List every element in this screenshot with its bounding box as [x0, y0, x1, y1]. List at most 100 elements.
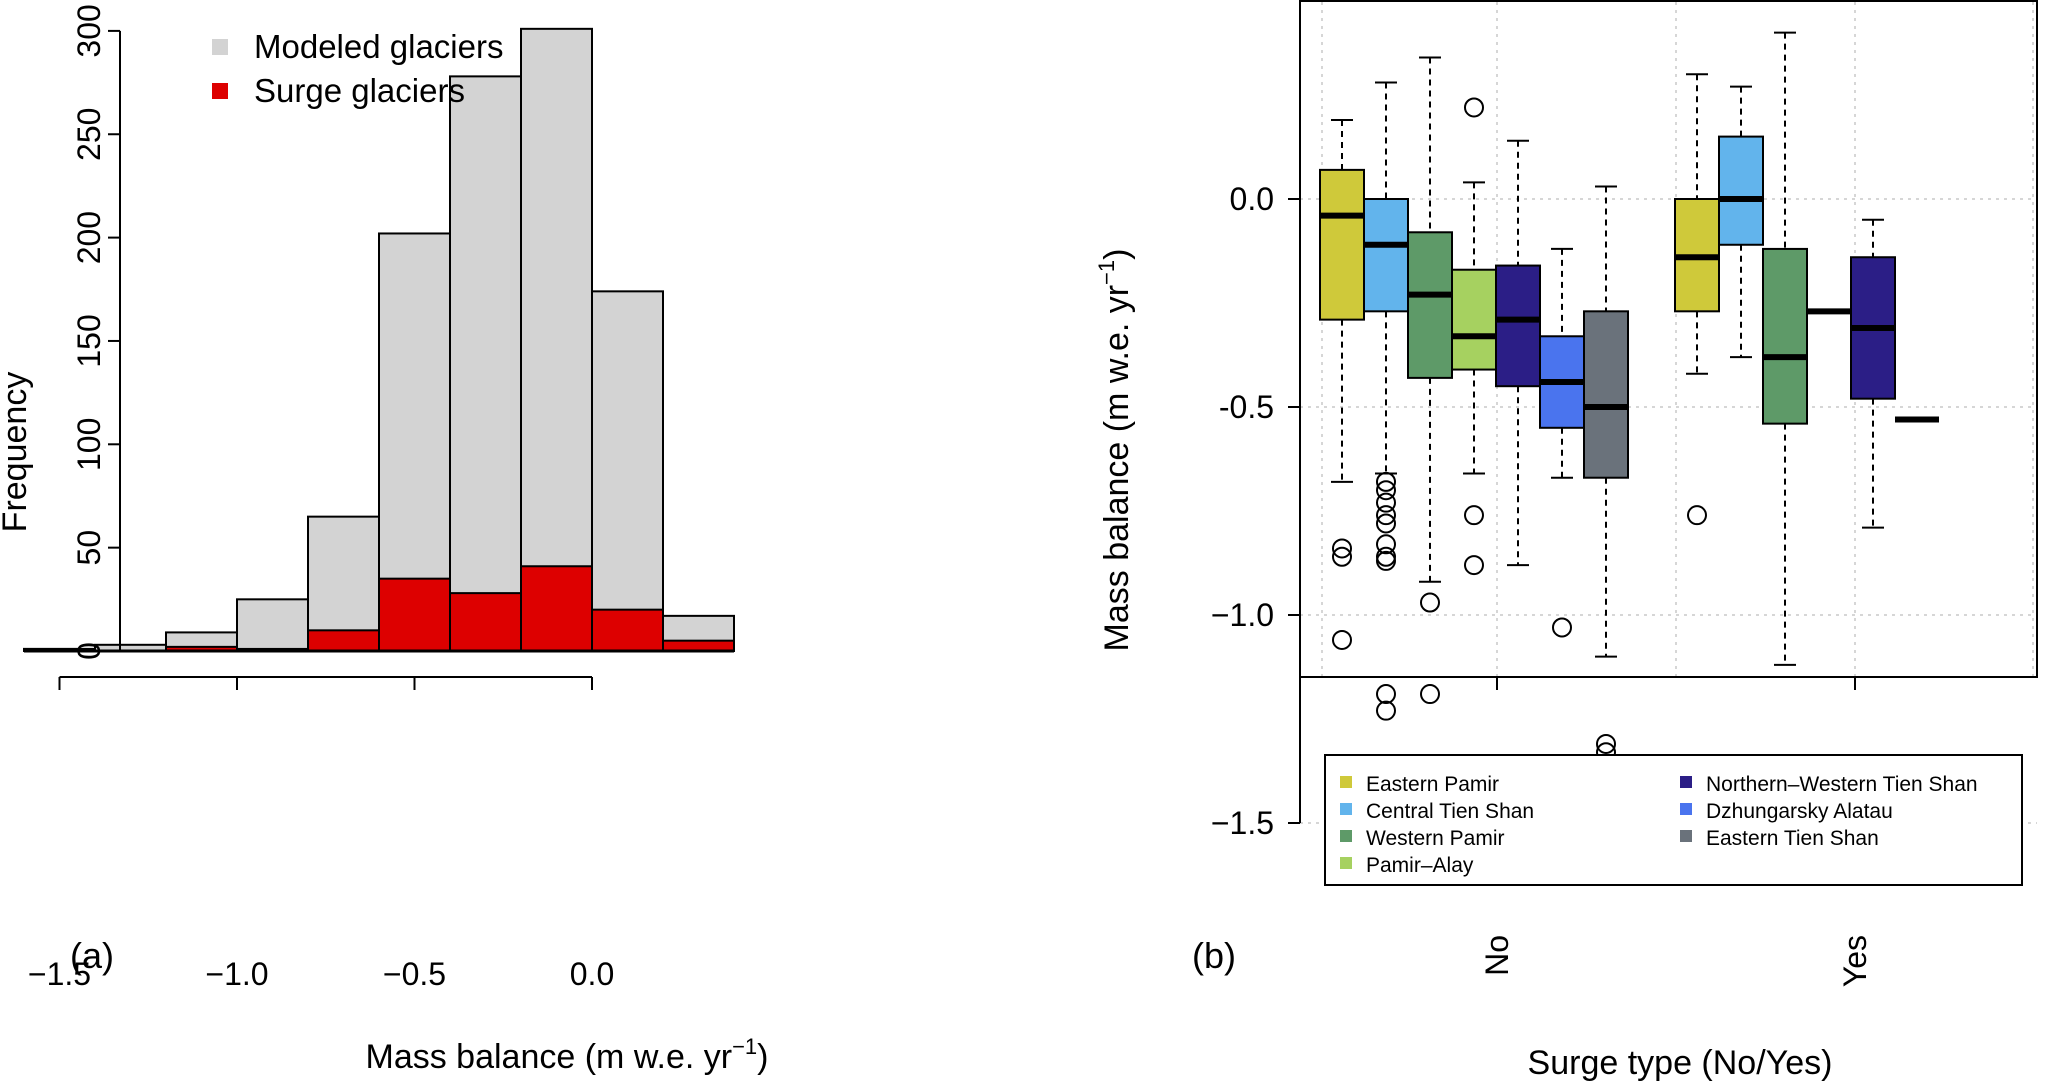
- histogram-x-tick-label: −1.5: [28, 956, 91, 992]
- legend-swatch: [1680, 830, 1692, 842]
- legend-swatch: [1340, 803, 1352, 815]
- outlier-point: [1332, 546, 1352, 567]
- modeled-bar: [449, 75, 522, 652]
- outlier-point: [1464, 555, 1484, 576]
- legend-label: Eastern Tien Shan: [1706, 827, 1879, 850]
- legend-swatch: [1340, 830, 1352, 842]
- histogram-x-axis-title-end: ): [757, 1038, 768, 1076]
- boxplot-legend: Eastern Pamir Central Tien Shan Western Pa…: [1324, 754, 2023, 886]
- histogram-x-tick-label: 0.0: [570, 956, 614, 992]
- legend-label: Eastern Pamir: [1366, 773, 1499, 796]
- box: [1718, 135, 1764, 246]
- histogram-x-axis-title: Mass balance (m w.e. yr−1): [366, 1034, 769, 1076]
- histogram-panel: 0 50 100 150 200 250 300 −1.5 −1.0 −0.5 0.0 Model…: [0, 4, 768, 1076]
- outlier-point: [1376, 480, 1396, 501]
- outlier-point: [1596, 733, 1616, 754]
- histogram-legend: Modeled glaciers Surge glaciers: [212, 28, 503, 109]
- outlier-point: [1332, 629, 1352, 650]
- histogram-y-axis-title: Frequency: [0, 372, 34, 533]
- legend-label-surge: Surge glaciers: [254, 72, 465, 109]
- boxplot-y-axis-title-sup: −1: [1094, 260, 1119, 285]
- legend-swatch-surge: [212, 83, 228, 99]
- boxplot-y-tick-label: 0.0: [1230, 181, 1274, 217]
- histogram-y-axis: 0 50 100 150 200 250 300: [71, 4, 121, 660]
- boxplot-y-axis: 0.0 -0.5 −1.0 −1.5: [1211, 181, 1301, 841]
- outlier-point: [1464, 97, 1484, 118]
- surge-bar: [662, 639, 735, 652]
- histogram-x-tick-label: −1.0: [205, 956, 268, 992]
- outlier-point: [1420, 592, 1440, 613]
- surge-bar: [449, 592, 522, 653]
- box: [1407, 231, 1453, 379]
- boxplot-y-tick-label: −1.5: [1211, 805, 1274, 841]
- modeled-bar: [591, 290, 664, 652]
- histogram-x-axis-title-sup: −1: [732, 1034, 757, 1059]
- box: [1451, 268, 1497, 371]
- boxplot-x-axis: No Yes: [1479, 677, 1873, 987]
- boxplot-grid: [1300, 2, 2037, 824]
- outlier-point: [1376, 534, 1396, 555]
- outlier-point: [1376, 684, 1396, 705]
- outlier-point: [1376, 700, 1396, 721]
- boxplot-x-tick-label: No: [1479, 935, 1515, 976]
- outlier-point: [1552, 617, 1572, 638]
- boxplot-x-axis-title: Surge type (No/Yes): [1528, 1044, 1833, 1082]
- histogram-x-axis-title-main: Mass balance (m w.e. yr: [366, 1038, 733, 1076]
- legend-swatch: [1340, 857, 1352, 869]
- histogram-y-tick-label: 250: [71, 108, 107, 161]
- box: [1583, 310, 1629, 479]
- modeled-bar: [520, 27, 593, 652]
- boxplot-boxes: [1319, 31, 1939, 763]
- legend-box: [1324, 754, 2023, 886]
- box: [1319, 168, 1365, 321]
- outlier-point: [1376, 471, 1396, 492]
- box: [1363, 198, 1409, 313]
- histogram-x-axis: −1.5 −1.0 −0.5 0.0: [28, 676, 614, 992]
- legend-label-modeled: Modeled glaciers: [254, 28, 503, 65]
- surge-bar: [307, 629, 380, 653]
- outlier-point: [1376, 546, 1396, 567]
- boxplot-y-axis-title-end: ): [1098, 249, 1136, 260]
- legend-label: Northern–Western Tien Shan: [1706, 773, 1978, 796]
- panel-label-a: (a): [70, 935, 114, 976]
- legend-swatch: [1680, 803, 1692, 815]
- boxplot-y-axis-title-main: Mass balance (m w.e. yr: [1098, 285, 1136, 652]
- histogram-y-tick-label: 50: [71, 530, 107, 566]
- outlier-point: [1376, 513, 1396, 534]
- modeled-bar: [307, 515, 380, 653]
- histogram-y-tick-label: 0: [71, 642, 107, 660]
- outlier-point: [1376, 492, 1396, 513]
- panel-label-b: (b): [1192, 935, 1236, 976]
- box: [1762, 247, 1808, 425]
- legend-label: Dzhungarsky Alatau: [1706, 800, 1893, 823]
- legend-label: Central Tien Shan: [1366, 800, 1534, 823]
- legend-swatch: [1340, 776, 1352, 788]
- boxplot-y-axis-title: Mass balance (m w.e. yr−1): [1094, 249, 1136, 652]
- surge-bar: [591, 608, 664, 652]
- modeled-bars: [23, 27, 735, 653]
- legend-label: Pamir–Alay: [1366, 854, 1474, 877]
- boxplot-x-tick-label: Yes: [1837, 935, 1873, 987]
- legend-label: Western Pamir: [1366, 827, 1504, 850]
- modeled-bar: [236, 598, 309, 653]
- histogram-x-tick-label: −0.5: [383, 956, 446, 992]
- outlier-point: [1376, 550, 1396, 571]
- outlier-point: [1687, 505, 1707, 526]
- boxplot-panel: 0.0 -0.5 −1.0 −1.5 No Yes Eastern Pamir Centr…: [1094, 0, 2038, 1082]
- outlier-point: [1332, 538, 1352, 559]
- surge-bar: [520, 565, 593, 652]
- histogram-y-tick-label: 100: [71, 418, 107, 471]
- outlier-point: [1420, 684, 1440, 705]
- outlier-point: [1464, 505, 1484, 526]
- histogram-y-tick-label: 200: [71, 211, 107, 264]
- box: [1495, 264, 1541, 388]
- surge-bar: [378, 577, 451, 653]
- histogram-y-tick-label: 150: [71, 314, 107, 367]
- legend-swatch-modeled: [212, 39, 228, 55]
- boxplot-y-tick-label: -0.5: [1219, 389, 1274, 425]
- legend-swatch: [1680, 776, 1692, 788]
- outlier-point: [1376, 505, 1396, 526]
- boxplot-y-tick-label: −1.0: [1211, 597, 1274, 633]
- histogram-y-tick-label: 300: [71, 4, 107, 57]
